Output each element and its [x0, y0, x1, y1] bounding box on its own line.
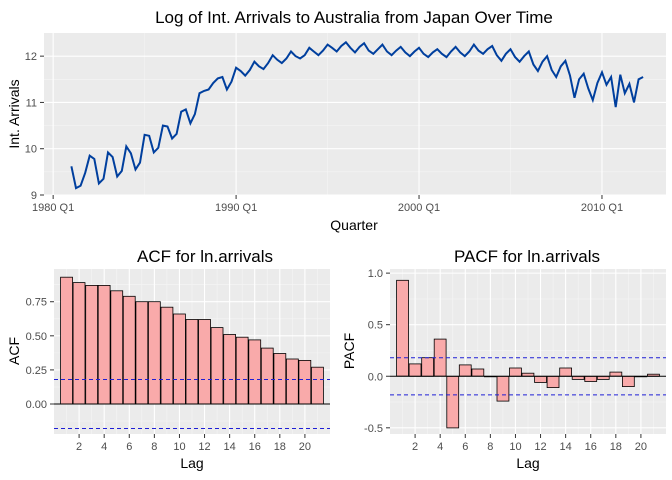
- acf-bar: [173, 313, 186, 405]
- y-tick-label: 0.25: [26, 365, 47, 377]
- acf-bar: [160, 306, 174, 405]
- x-tick-label: 12: [534, 441, 546, 453]
- y-tick-label: -0.5: [364, 423, 383, 435]
- x-tick-label: 18: [274, 441, 286, 453]
- acf-chart: ACF for ln.arrivals 2 4 6 8 10 12 14 16 18 20 0.0…: [6, 247, 330, 471]
- x-tick-label: 1990 Q1: [215, 202, 257, 214]
- acf-bar: [185, 319, 199, 405]
- pacf-bar: [534, 375, 547, 383]
- y-tick-label: 11: [26, 97, 37, 109]
- pacf-bar: [458, 364, 472, 377]
- x-tick-label: 2010 Q1: [581, 202, 623, 214]
- acf-bar: [210, 327, 224, 405]
- pacf-chart-y-axis-title: PACF: [341, 333, 357, 369]
- acf-bars: [54, 276, 330, 405]
- pacf-bar: [546, 375, 560, 388]
- pacf-bar: [609, 371, 623, 377]
- y-tick-label: 10: [25, 144, 37, 156]
- pacf-bar: [622, 375, 635, 387]
- acf-bar: [85, 284, 98, 405]
- x-tick-label: 16: [585, 441, 597, 453]
- y-tick-label: 0.00: [26, 399, 47, 411]
- acf-bar: [298, 359, 312, 405]
- pacf-bar: [596, 375, 610, 380]
- acf-bar: [97, 284, 111, 405]
- acf-bar: [60, 276, 73, 405]
- x-tick-label: 20: [635, 441, 647, 453]
- pacf-bar: [509, 367, 522, 377]
- x-tick-label: 10: [509, 441, 521, 453]
- y-tick-label: 0.50: [26, 331, 47, 343]
- x-tick-label: 8: [151, 441, 157, 453]
- y-tick-label: 0.5: [368, 320, 383, 332]
- y-tick-label: 9: [31, 190, 37, 202]
- pacf-chart-title: PACF for ln.arrivals: [454, 247, 600, 266]
- x-tick-label: 2: [76, 441, 82, 453]
- x-tick-label: 14: [560, 441, 572, 453]
- acf-bar: [273, 353, 287, 405]
- x-tick-label: 18: [610, 441, 622, 453]
- pacf-bar: [408, 363, 422, 377]
- pacf-chart: PACF for ln.arrivals 2 4 6 8 10 12 14 16 18 20 -0…: [341, 247, 666, 471]
- line-chart-grid: [44, 33, 666, 196]
- x-tick-label: 6: [462, 441, 468, 453]
- acf-bar: [110, 290, 124, 405]
- line-series: [70, 40, 644, 190]
- pacf-bar: [446, 375, 460, 429]
- acf-bar: [260, 347, 274, 405]
- acf-bar: [223, 334, 236, 405]
- pacf-bar: [584, 375, 598, 382]
- acf-bar: [122, 295, 136, 405]
- acf-chart-y-axis-title: ACF: [6, 337, 22, 365]
- pacf-bar: [496, 375, 510, 402]
- acf-bar: [135, 301, 149, 405]
- acf-bar: [147, 301, 161, 405]
- pacf-chart-grid: [390, 269, 666, 434]
- x-tick-label: 14: [224, 441, 236, 453]
- acf-chart-x-ticks: 2 4 6 8 10 12 14 16 18 20: [76, 434, 311, 453]
- x-tick-label: 6: [126, 441, 132, 453]
- acf-bar: [285, 358, 299, 405]
- y-tick-label: 0.0: [368, 371, 383, 383]
- acf-bar: [248, 339, 262, 405]
- acf-bar: [235, 336, 249, 405]
- x-tick-label: 4: [437, 441, 443, 453]
- pacf-chart-x-axis-title: Lag: [516, 455, 539, 471]
- acf-confidence-lines: [54, 378, 330, 430]
- x-tick-label: 10: [173, 441, 185, 453]
- pacf-bar: [559, 367, 573, 377]
- x-tick-label: 1980 Q1: [32, 202, 74, 214]
- pacf-chart-y-ticks: -0.5 0.0 0.5 1.0: [364, 268, 390, 435]
- line-chart-x-ticks: 1980 Q1 1990 Q1 2000 Q1 2010 Q1: [32, 195, 623, 214]
- pacf-bar: [471, 368, 485, 377]
- pacf-confidence-lines: [390, 357, 666, 396]
- pacf-chart-x-ticks: 2 4 6 8 10 12 14 16 18 20: [412, 434, 647, 453]
- pacf-bar: [396, 279, 409, 377]
- acf-bar: [198, 319, 211, 405]
- x-tick-label: 20: [299, 441, 311, 453]
- pacf-bar: [421, 357, 435, 377]
- line-chart: Log of Int. Arrivals to Australia from J…: [6, 8, 666, 233]
- y-tick-label: 0.75: [26, 297, 47, 309]
- x-tick-label: 8: [487, 441, 493, 453]
- x-tick-label: 12: [198, 441, 210, 453]
- x-tick-label: 16: [249, 441, 261, 453]
- acf-chart-x-axis-title: Lag: [180, 455, 203, 471]
- acf-chart-title: ACF for ln.arrivals: [137, 247, 273, 266]
- line-chart-title: Log of Int. Arrivals to Australia from J…: [155, 8, 553, 27]
- pacf-bar: [571, 375, 585, 380]
- y-tick-label: 1.0: [368, 268, 383, 280]
- y-tick-label: 12: [25, 51, 37, 63]
- acf-bar: [72, 282, 86, 405]
- line-chart-y-axis-title: Int. Arrivals: [6, 79, 22, 148]
- x-tick-label: 4: [101, 441, 107, 453]
- line-chart-panel: [44, 33, 666, 195]
- line-chart-y-ticks: 9 10 11 12: [25, 51, 44, 202]
- x-tick-label: 2: [412, 441, 418, 453]
- acf-chart-y-ticks: 0.00 0.25 0.50 0.75: [26, 297, 54, 411]
- x-tick-label: 2000 Q1: [398, 202, 440, 214]
- line-chart-x-axis-title: Quarter: [330, 217, 378, 233]
- acf-bar: [311, 366, 324, 405]
